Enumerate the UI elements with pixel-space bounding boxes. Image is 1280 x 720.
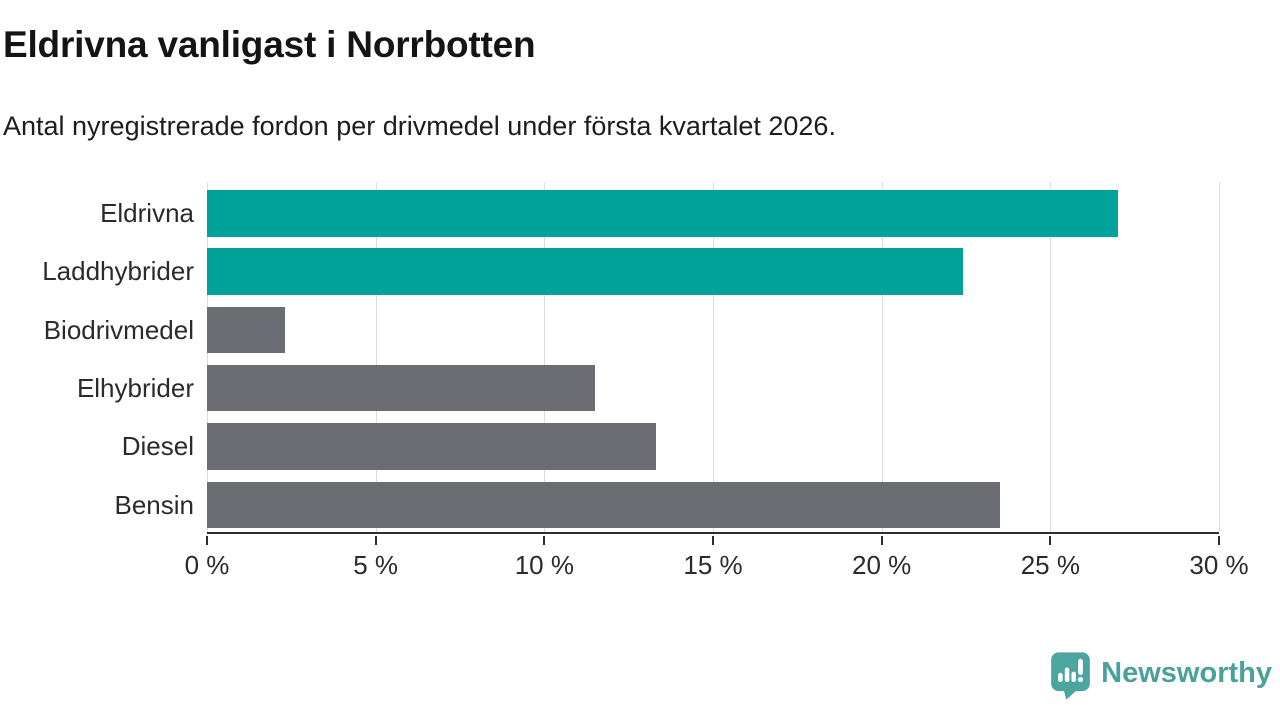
axis-tick-label-15: 15 % [683, 550, 743, 580]
axis-tick-label-25: 25 % [1020, 550, 1080, 580]
bar-elhybrider [207, 364, 595, 412]
gridline-0 [207, 182, 208, 532]
category-label-laddhybrider: Laddhybrider [42, 256, 194, 287]
gridline-15 [713, 182, 714, 532]
bar-diesel [207, 423, 656, 470]
brand-name: Newsworthy [1101, 657, 1272, 689]
brand-footer: Newsworthy [1049, 650, 1272, 700]
axis-tick-5 [374, 536, 377, 545]
axis-tick-label-10: 10 % [514, 550, 574, 580]
gridline-30 [1219, 182, 1220, 532]
axis-tick-15 [712, 536, 714, 545]
axis-tick-20 [880, 536, 883, 545]
chart-subtitle: Antal nyregistrerade fordon per drivmede… [3, 111, 836, 141]
bar-biodrivmedel [207, 306, 285, 354]
category-label-eldrivna: Eldrivna [100, 198, 194, 228]
axis-tick-label-30: 30 % [1189, 550, 1249, 580]
bar-bensin [207, 481, 1000, 528]
gridline-25 [1050, 182, 1052, 532]
axis-tick-10 [543, 536, 546, 545]
category-label-diesel: Diesel [121, 431, 194, 462]
chart-title: Eldrivna vanligast i Norrbotten [3, 24, 536, 65]
axis-tick-30 [1218, 536, 1220, 545]
gridline-20 [881, 182, 883, 532]
axis-tick-25 [1049, 536, 1052, 545]
category-label-bensin: Bensin [114, 489, 195, 520]
gridline-5 [375, 182, 377, 532]
category-label-elhybrider: Elhybrider [76, 372, 194, 403]
category-label-biodrivmedel: Biodrivmedel [43, 314, 194, 345]
gridline-10 [544, 182, 546, 532]
bar-eldrivna [207, 190, 1118, 237]
axis-tick-label-5: 5 % [353, 550, 399, 580]
axis-tick-0 [206, 536, 208, 545]
axis-tick-label-20: 20 % [852, 550, 912, 580]
newsworthy-logo-icon [1051, 652, 1091, 700]
axis-tick-label-0: 0 % [184, 550, 230, 580]
plot-area: 0 % 5 % 10 % 15 % 20 % 25 % 30 % [185, 182, 1249, 580]
bar-laddhybrider [207, 248, 963, 295]
